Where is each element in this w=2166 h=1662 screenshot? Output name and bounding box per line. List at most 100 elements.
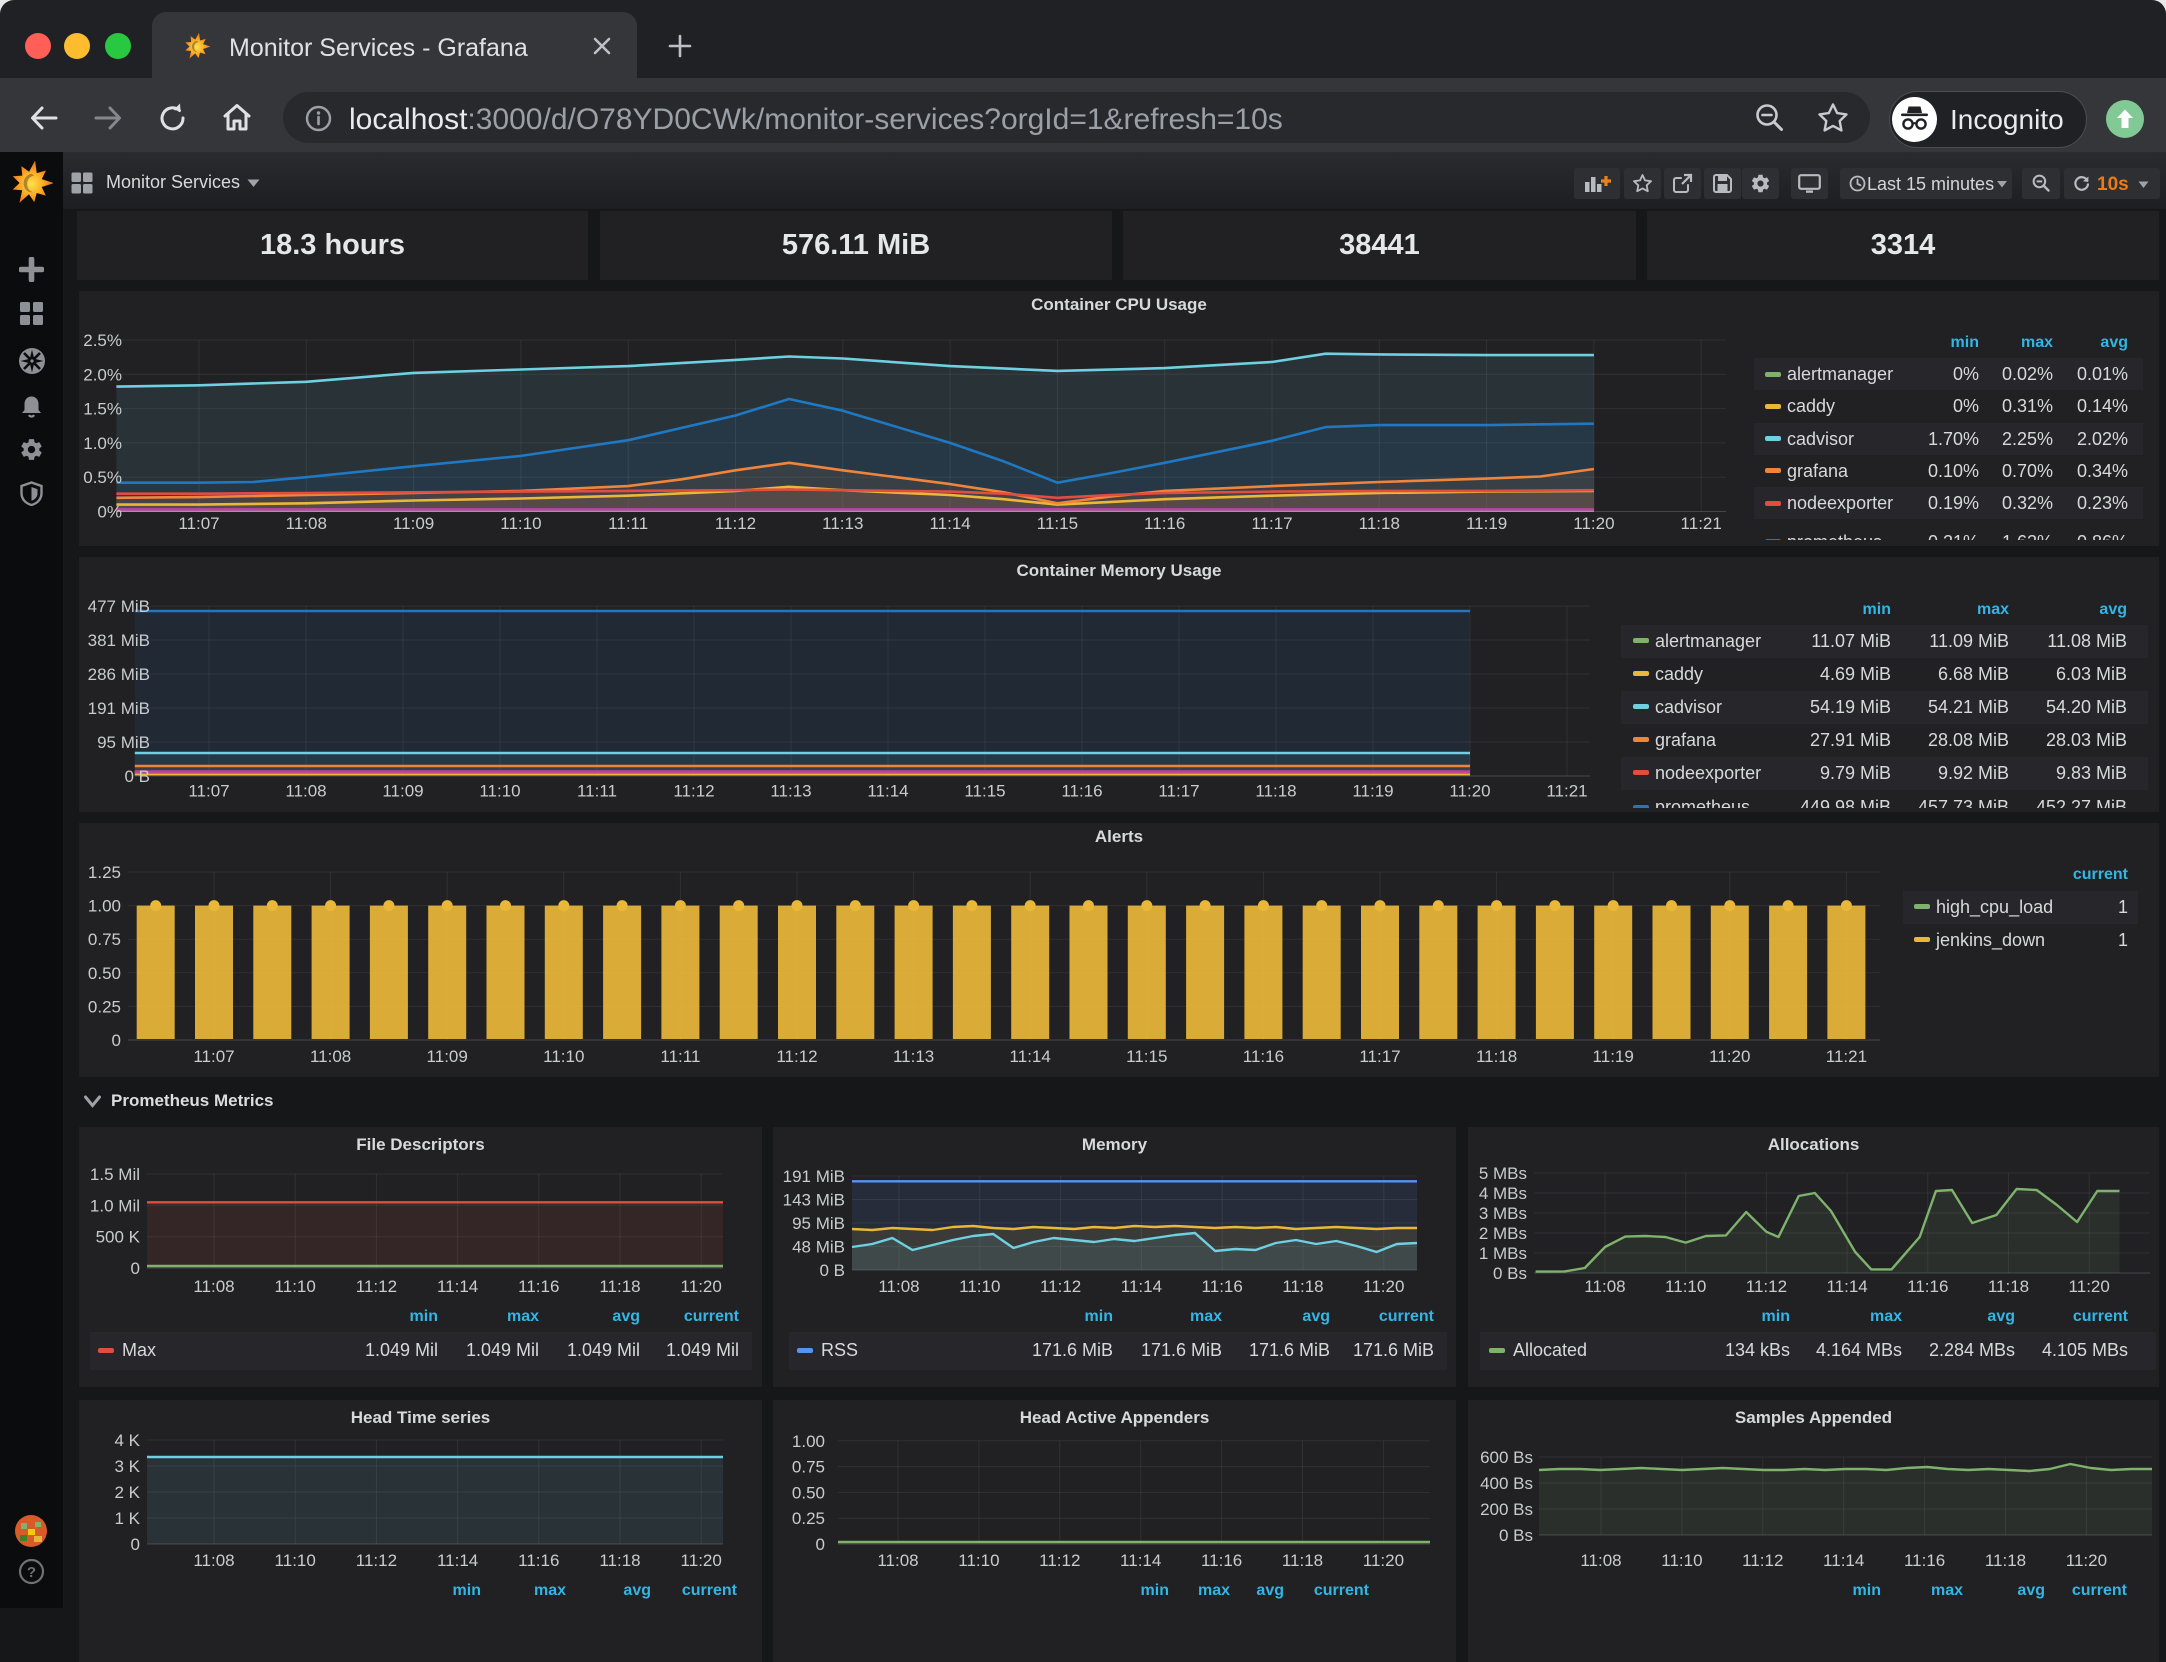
svg-text:11:15: 11:15 (1037, 514, 1078, 533)
svg-text:11:07: 11:07 (188, 782, 229, 801)
svg-text:191 MiB: 191 MiB (783, 1167, 845, 1186)
svg-text:?: ? (27, 1564, 36, 1581)
svg-text:11:15: 11:15 (964, 782, 1005, 801)
svg-text:4 MBs: 4 MBs (1479, 1184, 1527, 1203)
svg-text:11:10: 11:10 (500, 514, 541, 533)
svg-text:11:20: 11:20 (1363, 1277, 1404, 1296)
svg-text:11:21: 11:21 (1681, 514, 1722, 533)
svg-text:286 MiB: 286 MiB (88, 665, 150, 684)
svg-text:1.0%: 1.0% (83, 434, 122, 453)
svg-text:11:14: 11:14 (1010, 1047, 1051, 1066)
svg-text:11:20: 11:20 (1449, 782, 1490, 801)
svg-text:11:18: 11:18 (599, 1277, 640, 1296)
svg-text:11:14: 11:14 (1120, 1551, 1161, 1570)
svg-text:95 MiB: 95 MiB (792, 1214, 845, 1233)
svg-text:2 MBs: 2 MBs (1479, 1224, 1527, 1243)
svg-text:200 Bs: 200 Bs (1480, 1500, 1533, 1519)
svg-text:11:12: 11:12 (1742, 1551, 1783, 1570)
svg-text:11:08: 11:08 (285, 782, 326, 801)
svg-text:11:10: 11:10 (275, 1551, 316, 1570)
svg-text:11:08: 11:08 (877, 1551, 918, 1570)
svg-text:11:21: 11:21 (1546, 782, 1587, 801)
svg-text:11:14: 11:14 (1121, 1277, 1162, 1296)
svg-text:1.00: 1.00 (88, 897, 121, 916)
svg-text:95 MiB: 95 MiB (97, 733, 150, 752)
svg-text:3 MBs: 3 MBs (1479, 1204, 1527, 1223)
svg-text:11:16: 11:16 (1201, 1551, 1242, 1570)
svg-text:11:14: 11:14 (867, 782, 908, 801)
svg-text:11:20: 11:20 (681, 1277, 722, 1296)
svg-text:11:14: 11:14 (929, 514, 970, 533)
svg-text:191 MiB: 191 MiB (88, 699, 150, 718)
svg-text:0.75: 0.75 (792, 1458, 825, 1477)
svg-text:11:13: 11:13 (893, 1047, 934, 1066)
svg-text:11:08: 11:08 (193, 1551, 234, 1570)
svg-text:11:16: 11:16 (1061, 782, 1102, 801)
svg-text:0: 0 (112, 1031, 121, 1050)
svg-text:2.5%: 2.5% (83, 331, 122, 350)
svg-text:11:18: 11:18 (1255, 782, 1296, 801)
svg-text:11:19: 11:19 (1593, 1047, 1634, 1066)
svg-text:11:10: 11:10 (958, 1551, 999, 1570)
svg-text:11:20: 11:20 (1709, 1047, 1750, 1066)
svg-text:3 K: 3 K (114, 1457, 140, 1476)
svg-text:2 K: 2 K (114, 1483, 140, 1502)
svg-text:11:12: 11:12 (1746, 1277, 1787, 1296)
svg-text:477 MiB: 477 MiB (88, 597, 150, 616)
svg-text:11:11: 11:11 (660, 1047, 700, 1066)
svg-text:11:09: 11:09 (393, 514, 434, 533)
svg-text:0%: 0% (97, 503, 122, 522)
svg-text:0.75: 0.75 (88, 930, 121, 949)
svg-text:0.50: 0.50 (88, 964, 121, 983)
svg-text:0: 0 (131, 1259, 140, 1278)
svg-text:11:16: 11:16 (1243, 1047, 1284, 1066)
svg-text:11:12: 11:12 (715, 514, 756, 533)
svg-text:11:20: 11:20 (1363, 1551, 1404, 1570)
svg-text:0: 0 (131, 1535, 140, 1554)
svg-text:11:12: 11:12 (356, 1277, 397, 1296)
svg-text:11:14: 11:14 (1823, 1551, 1864, 1570)
svg-text:5 MBs: 5 MBs (1479, 1164, 1527, 1183)
svg-text:11:15: 11:15 (1126, 1047, 1167, 1066)
svg-text:11:10: 11:10 (275, 1277, 316, 1296)
svg-text:1 K: 1 K (114, 1509, 140, 1528)
svg-text:11:17: 11:17 (1251, 514, 1292, 533)
svg-text:11:08: 11:08 (1580, 1551, 1621, 1570)
svg-text:11:09: 11:09 (382, 782, 423, 801)
svg-text:11:16: 11:16 (1907, 1277, 1948, 1296)
svg-text:11:07: 11:07 (178, 514, 219, 533)
svg-text:0 Bs: 0 Bs (1493, 1264, 1527, 1283)
svg-text:11:16: 11:16 (1904, 1551, 1945, 1570)
svg-text:11:14: 11:14 (437, 1277, 478, 1296)
svg-text:11:21: 11:21 (1826, 1047, 1867, 1066)
svg-text:11:08: 11:08 (193, 1277, 234, 1296)
svg-text:0 B: 0 B (819, 1261, 845, 1280)
svg-text:11:09: 11:09 (427, 1047, 468, 1066)
svg-text:0.25: 0.25 (88, 997, 121, 1016)
svg-text:11:12: 11:12 (673, 782, 714, 801)
svg-text:11:16: 11:16 (1144, 514, 1185, 533)
svg-text:11:08: 11:08 (310, 1047, 351, 1066)
svg-text:11:12: 11:12 (776, 1047, 817, 1066)
svg-text:1.0 Mil: 1.0 Mil (90, 1196, 140, 1215)
svg-text:1.5 Mil: 1.5 Mil (90, 1165, 140, 1184)
svg-text:11:19: 11:19 (1352, 782, 1393, 801)
svg-text:11:19: 11:19 (1466, 514, 1507, 533)
svg-text:11:20: 11:20 (2069, 1277, 2110, 1296)
svg-text:11:16: 11:16 (518, 1551, 559, 1570)
svg-text:11:10: 11:10 (1665, 1277, 1706, 1296)
svg-text:11:16: 11:16 (518, 1277, 559, 1296)
svg-text:11:07: 11:07 (193, 1047, 234, 1066)
svg-text:11:17: 11:17 (1359, 1047, 1400, 1066)
svg-text:11:18: 11:18 (1985, 1551, 2026, 1570)
svg-text:11:18: 11:18 (1988, 1277, 2029, 1296)
svg-text:0.5%: 0.5% (83, 468, 122, 487)
svg-text:11:10: 11:10 (959, 1277, 1000, 1296)
svg-text:11:10: 11:10 (543, 1047, 584, 1066)
svg-text:11:12: 11:12 (356, 1551, 397, 1570)
svg-text:11:08: 11:08 (1584, 1277, 1625, 1296)
svg-text:381 MiB: 381 MiB (88, 631, 150, 650)
svg-text:11:20: 11:20 (681, 1551, 722, 1570)
svg-text:11:14: 11:14 (437, 1551, 478, 1570)
svg-text:11:12: 11:12 (1039, 1551, 1080, 1570)
